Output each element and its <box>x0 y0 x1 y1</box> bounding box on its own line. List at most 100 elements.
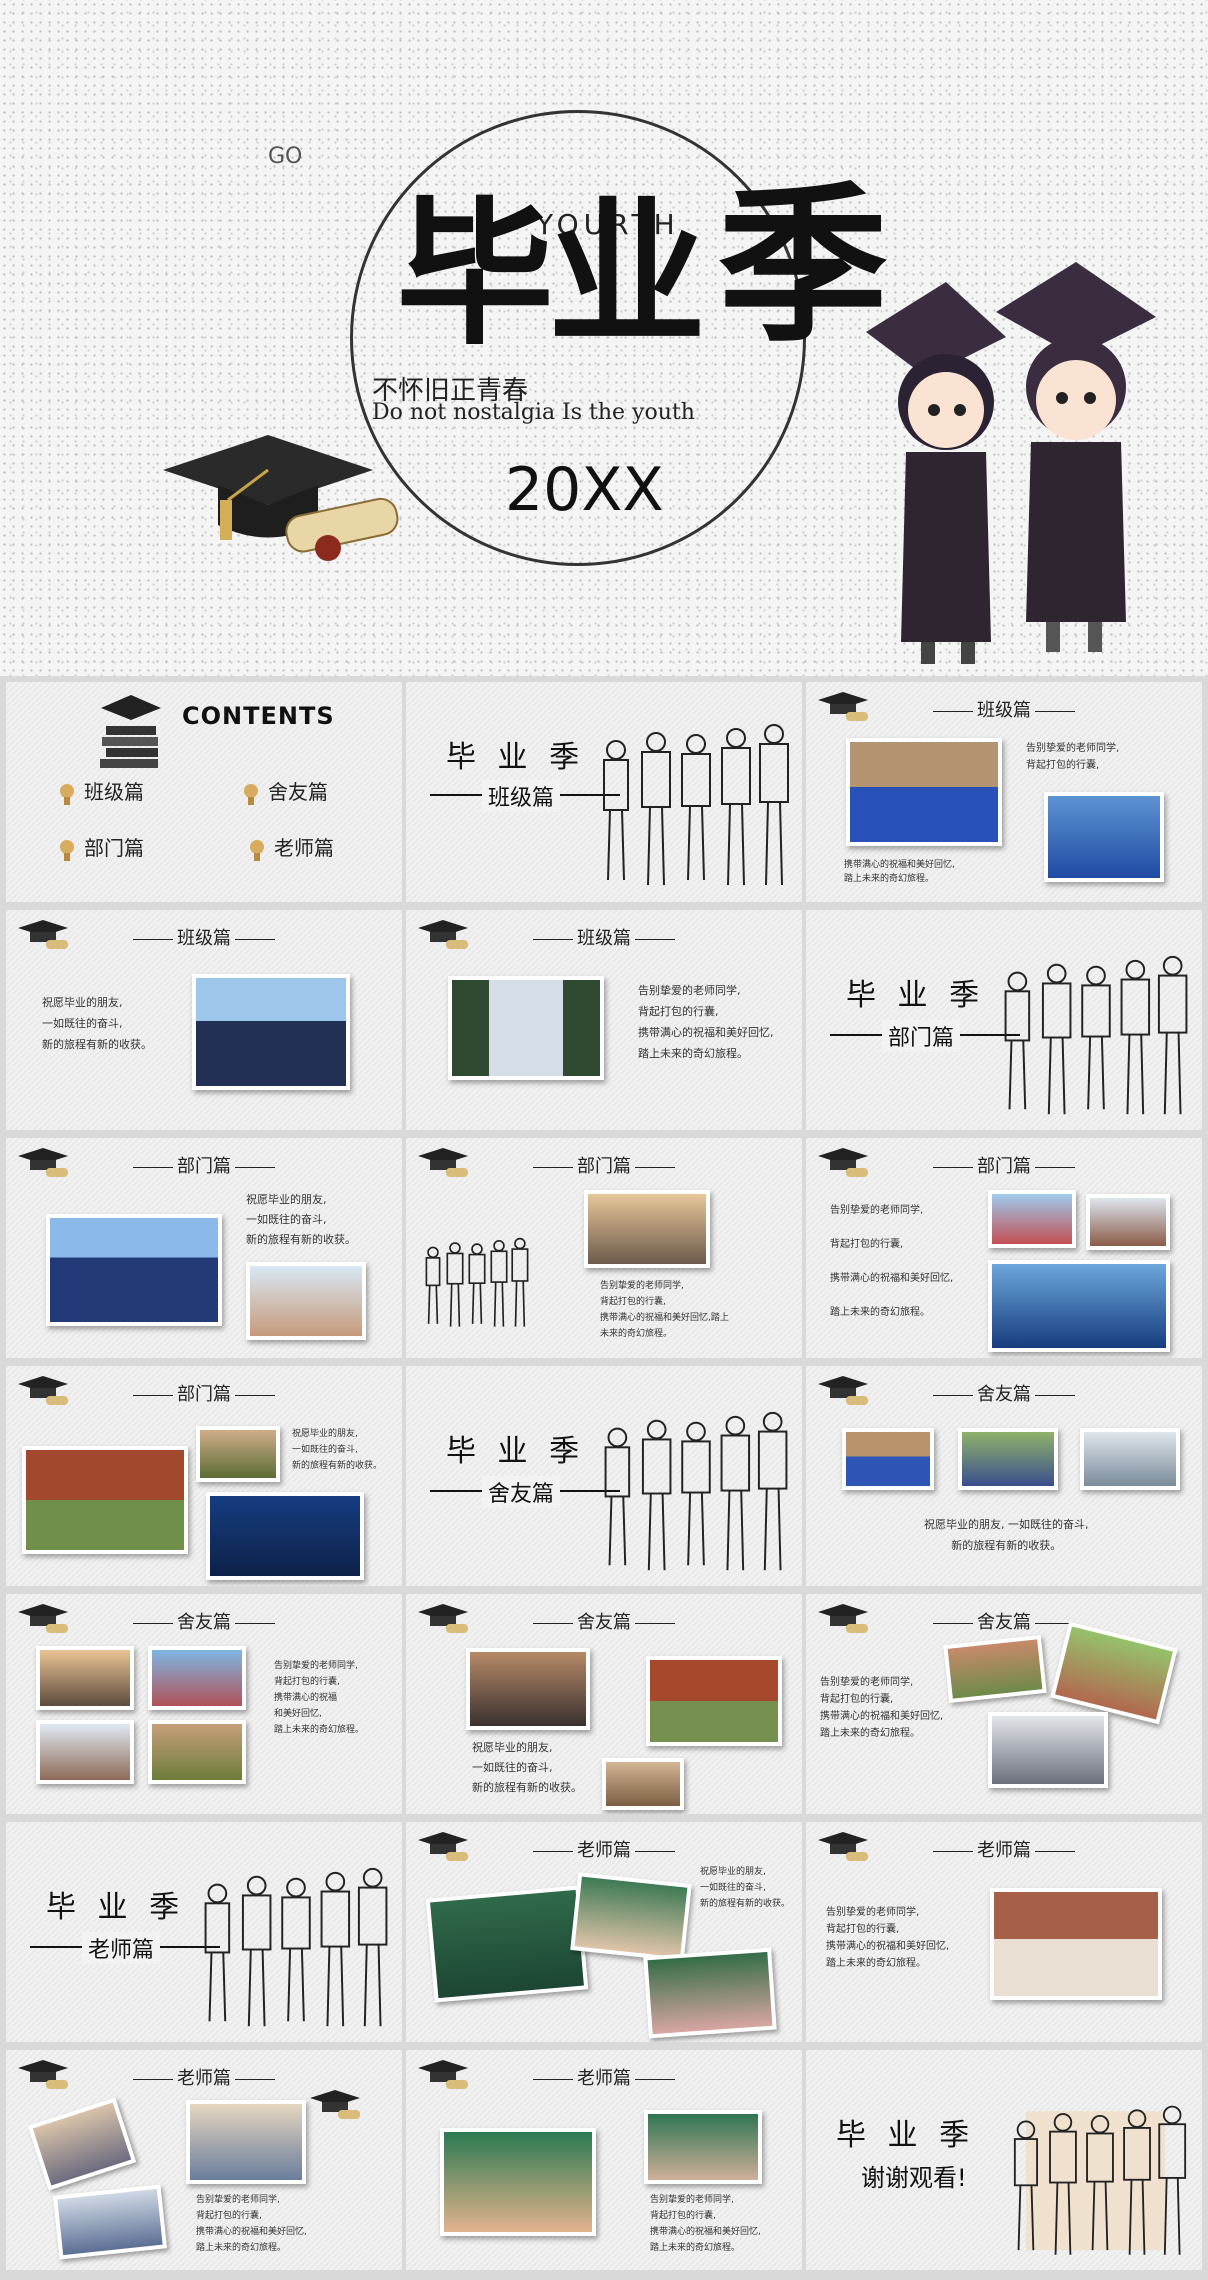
students-walking-sketch <box>425 1237 529 1327</box>
thanks-text: 谢谢观看! <box>861 2164 967 2192</box>
photo-group-pose <box>1086 1194 1170 1250</box>
contents-item-label: 老师篇 <box>274 836 334 860</box>
photo-friends-sky <box>246 1262 366 1340</box>
section-title: 毕 业 季 <box>446 1434 586 1469</box>
medal-icon <box>58 839 76 861</box>
students-walking-sketch <box>604 1411 788 1571</box>
body-text: 告别挚爱的老师同学, 背起打包的行囊, 携带满心的祝福和美好回忆,踏上 未来的奇… <box>600 1281 729 1339</box>
photo-teacher-classroom <box>186 2100 306 2184</box>
photo-teacher-man <box>570 1872 692 1962</box>
slide-header: 舍友篇 <box>6 1608 402 1634</box>
section-subtitle: 部门篇 <box>882 1020 961 1052</box>
contents-item-class[interactable]: 班级篇 <box>58 776 144 805</box>
photo-sunset-cheer <box>36 1646 134 1710</box>
subtitle-english: Do not nostalgia Is the youth <box>372 400 695 425</box>
medal-icon <box>242 783 260 805</box>
slide-class-1[interactable]: 班级篇 告别挚爱的老师同学, 背起打包的行囊, 携带满心的祝福和美好回忆, 踏上… <box>806 682 1202 902</box>
section-title: 毕 业 季 <box>46 1890 186 1925</box>
section-subtitle: 老师篇 <box>82 1932 161 1964</box>
title-slide[interactable]: GO YOURTH 毕业 季 不怀旧正青春 Do not nostalgia I… <box>0 0 1208 676</box>
slide-dorm-3[interactable]: 舍友篇 祝愿毕业的朋友, 一如既往的奋斗, 新的旅程有新的收获。 <box>406 1594 802 1814</box>
section-subtitle: 班级篇 <box>482 780 561 812</box>
slide-header: 舍友篇 <box>806 1380 1202 1406</box>
slide-teacher-2[interactable]: 老师篇 告别挚爱的老师同学, 背起打包的行囊, 携带满心的祝福和美好回忆, 踏上… <box>806 1822 1202 2042</box>
slide-header: 部门篇 <box>406 1152 802 1178</box>
slide-dept-2[interactable]: 部门篇 告别挚爱的老师同学, 背起打包的行囊, 携带满心的祝福和美好回忆,踏上 … <box>406 1138 802 1358</box>
students-walking-sketch <box>204 1867 388 2027</box>
photo-teacher-library <box>990 1888 1162 2000</box>
main-title-bi-ye: 毕业 <box>396 183 706 367</box>
slide-dept-3[interactable]: 部门篇 告别挚爱的老师同学, 背起打包的行囊, 携带满心的祝福和美好回忆, 踏上… <box>806 1138 1202 1358</box>
slide-section-dorm[interactable]: 毕 业 季 舍友篇 <box>406 1366 802 1586</box>
slide-section-dept[interactable]: 毕 业 季 部门篇 <box>806 910 1202 1130</box>
photo-graduates-building <box>846 738 1002 846</box>
slide-dept-4[interactable]: 部门篇 祝愿毕业的朋友, 一如既往的奋斗, 新的旅程有新的收获。 <box>6 1366 402 1586</box>
slide-contents[interactable]: CONTENTS 班级篇 舍友篇 部门篇 老师篇 <box>6 682 402 902</box>
medal-icon <box>248 839 266 861</box>
body-text: 告别挚爱的老师同学, 背起打包的行囊, 携带满心的祝福 和美好回忆, 踏上未来的… <box>274 1661 365 1735</box>
contents-item-dorm[interactable]: 舍友篇 <box>242 776 328 805</box>
photo-teacher-student <box>27 2097 137 2191</box>
photo-friends-outdoor <box>196 1426 280 1482</box>
photo-graduates-group <box>192 974 350 1090</box>
slide-header: 舍友篇 <box>806 1608 1202 1634</box>
body-text: 告别挚爱的老师同学, 背起打包的行囊, <box>1026 743 1120 771</box>
photo-friends-sofa <box>466 1648 590 1730</box>
body-text: 告别挚爱的老师同学, 背起打包的行囊, 携带满心的祝福和美好回忆, 踏上未来的奇… <box>650 2195 761 2253</box>
body-text: 祝愿毕业的朋友, 一如既往的奋斗, 新的旅程有新的收获。 <box>924 1518 1089 1552</box>
photo-graduates-raising-hands <box>46 1214 222 1326</box>
slide-dorm-2[interactable]: 舍友篇 告别挚爱的老师同学, 背起打包的行囊, 携带满心的祝福 和美好回忆, 踏… <box>6 1594 402 1814</box>
photo-friends-small <box>602 1758 684 1810</box>
slide-teacher-1[interactable]: 老师篇 祝愿毕业的朋友, 一如既往的奋斗, 新的旅程有新的收获。 <box>406 1822 802 2042</box>
body-text: 携带满心的祝福和美好回忆, 踏上未来的奇幻旅程。 <box>844 860 955 884</box>
slide-teacher-3[interactable]: 老师篇 告别挚爱的老师同学, 背起打包的行囊, 携带满心的祝福和美好回忆, 踏上… <box>6 2050 402 2270</box>
photo-friends-park <box>1050 1621 1178 1725</box>
slide-class-2[interactable]: 班级篇 祝愿毕业的朋友, 一如既往的奋斗, 新的旅程有新的收获。 <box>6 910 402 1130</box>
slide-class-3[interactable]: 班级篇 告别挚爱的老师同学, 背起打包的行囊, 携带满心的祝福和美好回忆, 踏上… <box>406 910 802 1130</box>
contents-item-teacher[interactable]: 老师篇 <box>248 832 334 861</box>
body-text: 告别挚爱的老师同学, 背起打包的行囊, 携带满心的祝福和美好回忆, 踏上未来的奇… <box>826 1907 950 1969</box>
section-subtitle: 舍友篇 <box>482 1476 561 1508</box>
slide-section-class[interactable]: 毕 业 季 班级篇 <box>406 682 802 902</box>
photo-teacher-laptop <box>52 2184 168 2260</box>
slide-header: 部门篇 <box>6 1380 402 1406</box>
title-circle <box>350 110 806 566</box>
contents-item-label: 班级篇 <box>84 780 144 804</box>
photo-campus-walk <box>1080 1428 1180 1490</box>
body-text: 告别挚爱的老师同学, 背起打包的行囊, 携带满心的祝福和美好回忆, 踏上未来的奇… <box>196 2195 307 2253</box>
slide-header: 班级篇 <box>6 924 402 950</box>
slide-header: 舍友篇 <box>406 1608 802 1634</box>
slide-dorm-4[interactable]: 舍友篇 告别挚爱的老师同学, 背起打包的行囊, 携带满心的祝福和美好回忆, 踏上… <box>806 1594 1202 1814</box>
slide-header: 老师篇 <box>806 1836 1202 1862</box>
slide-dorm-1[interactable]: 舍友篇 祝愿毕业的朋友, 一如既往的奋斗, 新的旅程有新的收获。 <box>806 1366 1202 1586</box>
graduation-cap-diploma-icon <box>163 435 399 561</box>
slide-section-teacher[interactable]: 毕 业 季 老师篇 <box>6 1822 402 2042</box>
contents-item-label: 舍友篇 <box>268 780 328 804</box>
section-title: 毕 业 季 <box>836 2118 976 2153</box>
photo-graduates-trees <box>448 976 604 1080</box>
photo-caps-night <box>206 1492 364 1580</box>
photo-sunset-friends <box>584 1190 710 1268</box>
slide-header: 班级篇 <box>806 696 1202 722</box>
slide-header: 部门篇 <box>6 1152 402 1178</box>
subtitle-chinese: 不怀旧正青春 <box>372 376 529 406</box>
slide-thanks[interactable]: 毕 业 季 谢谢观看! <box>806 2050 1202 2270</box>
contents-item-dept[interactable]: 部门篇 <box>58 832 144 861</box>
section-title: 毕 业 季 <box>446 740 586 775</box>
books-cap-icon <box>100 695 161 768</box>
slide-header: 班级篇 <box>406 924 802 950</box>
slide-header: 老师篇 <box>6 2064 402 2090</box>
graduation-cap-icon <box>310 2090 360 2119</box>
photo-friends-standing <box>988 1712 1108 1788</box>
main-title-ji: 季 <box>718 168 889 366</box>
slide-teacher-4[interactable]: 老师篇 告别挚爱的老师同学, 背起打包的行囊, 携带满心的祝福和美好回忆, 踏上… <box>406 2050 802 2270</box>
contents-title: CONTENTS <box>182 702 335 730</box>
photo-teacher-chalkboard <box>440 2128 596 2236</box>
photo-caps-thrown <box>1044 792 1164 882</box>
slide-dept-1[interactable]: 部门篇 祝愿毕业的朋友, 一如既往的奋斗, 新的旅程有新的收获。 <box>6 1138 402 1358</box>
photo-friends-back <box>36 1720 134 1784</box>
body-text: 祝愿毕业的朋友, 一如既往的奋斗, 新的旅程有新的收获。 <box>42 996 152 1051</box>
photo-graduates-campus <box>842 1428 934 1490</box>
slide-header: 部门篇 <box>806 1152 1202 1178</box>
